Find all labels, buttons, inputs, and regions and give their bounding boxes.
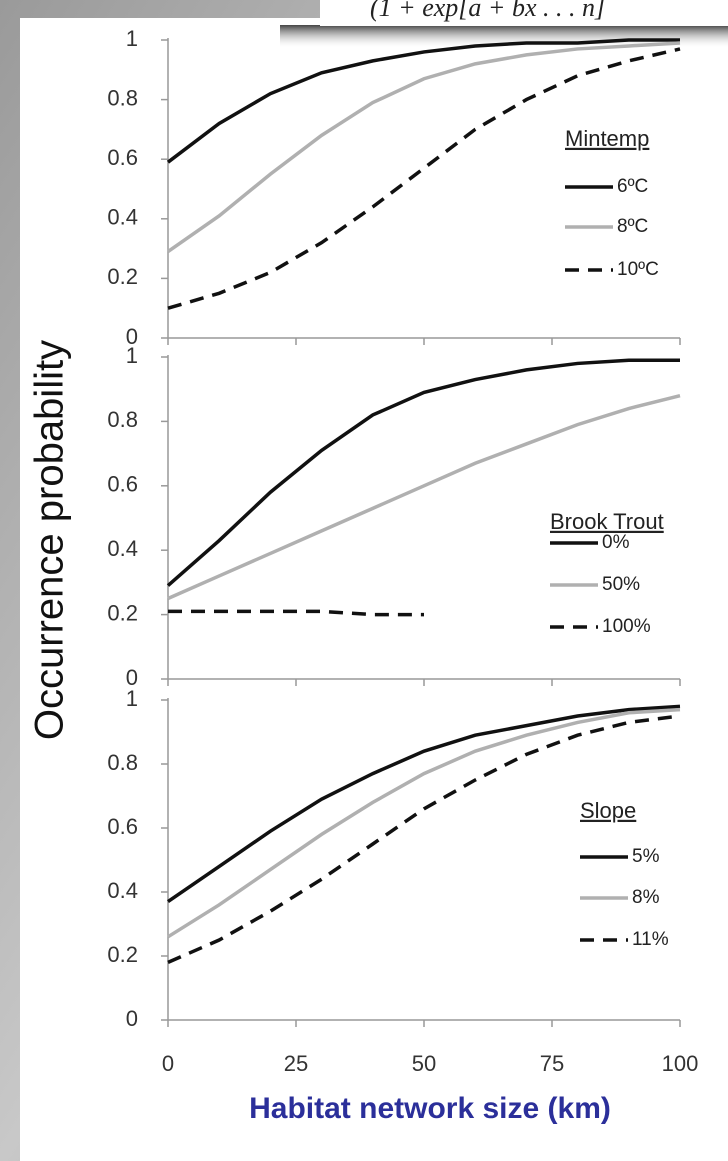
legend-label: 100% xyxy=(602,616,651,637)
legend-title: Slope xyxy=(580,798,636,823)
legend-label: 5% xyxy=(632,846,660,867)
legend-label: 10ºC xyxy=(617,259,659,280)
y-tick-label: 1 xyxy=(126,686,138,711)
y-axis-title: Occurrence probability xyxy=(28,340,72,740)
y-tick-label: 0.4 xyxy=(107,536,138,561)
x-tick-label: 75 xyxy=(540,1051,564,1076)
x-tick-label: 0 xyxy=(162,1051,174,1076)
x-tick-label: 50 xyxy=(412,1051,436,1076)
legend-label: 6ºC xyxy=(617,176,648,197)
legend-title: Brook Trout xyxy=(550,509,664,534)
legend-title: Mintemp xyxy=(565,126,649,151)
legend-label: 50% xyxy=(602,574,640,595)
y-tick-label: 0.6 xyxy=(107,814,138,839)
y-tick-label: 0.8 xyxy=(107,407,138,432)
y-tick-label: 0.6 xyxy=(107,145,138,170)
y-tick-label: 0.8 xyxy=(107,750,138,775)
legend-label: 11% xyxy=(632,929,669,950)
y-tick-label: 0.2 xyxy=(107,600,138,625)
y-tick-label: 0.2 xyxy=(107,264,138,289)
y-tick-label: 0.4 xyxy=(107,205,138,230)
chart: (1 + exp[a + bx . . . n] Occurrence prob… xyxy=(0,0,728,1161)
y-tick-label: 0.6 xyxy=(107,472,138,497)
formula: (1 + exp[a + bx . . . n] xyxy=(370,0,605,22)
legend-label: 8ºC xyxy=(617,216,648,237)
legend-label: 0% xyxy=(602,532,630,553)
y-tick-label: 0.2 xyxy=(107,942,138,967)
legend-label: 8% xyxy=(632,887,660,908)
x-axis-title: Habitat network size (km) xyxy=(249,1092,611,1125)
y-tick-label: 0 xyxy=(126,1006,138,1031)
y-tick-label: 1 xyxy=(126,26,138,51)
y-tick-label: 0.8 xyxy=(107,85,138,110)
x-tick-label: 25 xyxy=(284,1051,308,1076)
y-tick-label: 1 xyxy=(126,343,138,368)
x-tick-label: 100 xyxy=(662,1051,699,1076)
y-tick-label: 0.4 xyxy=(107,878,138,903)
